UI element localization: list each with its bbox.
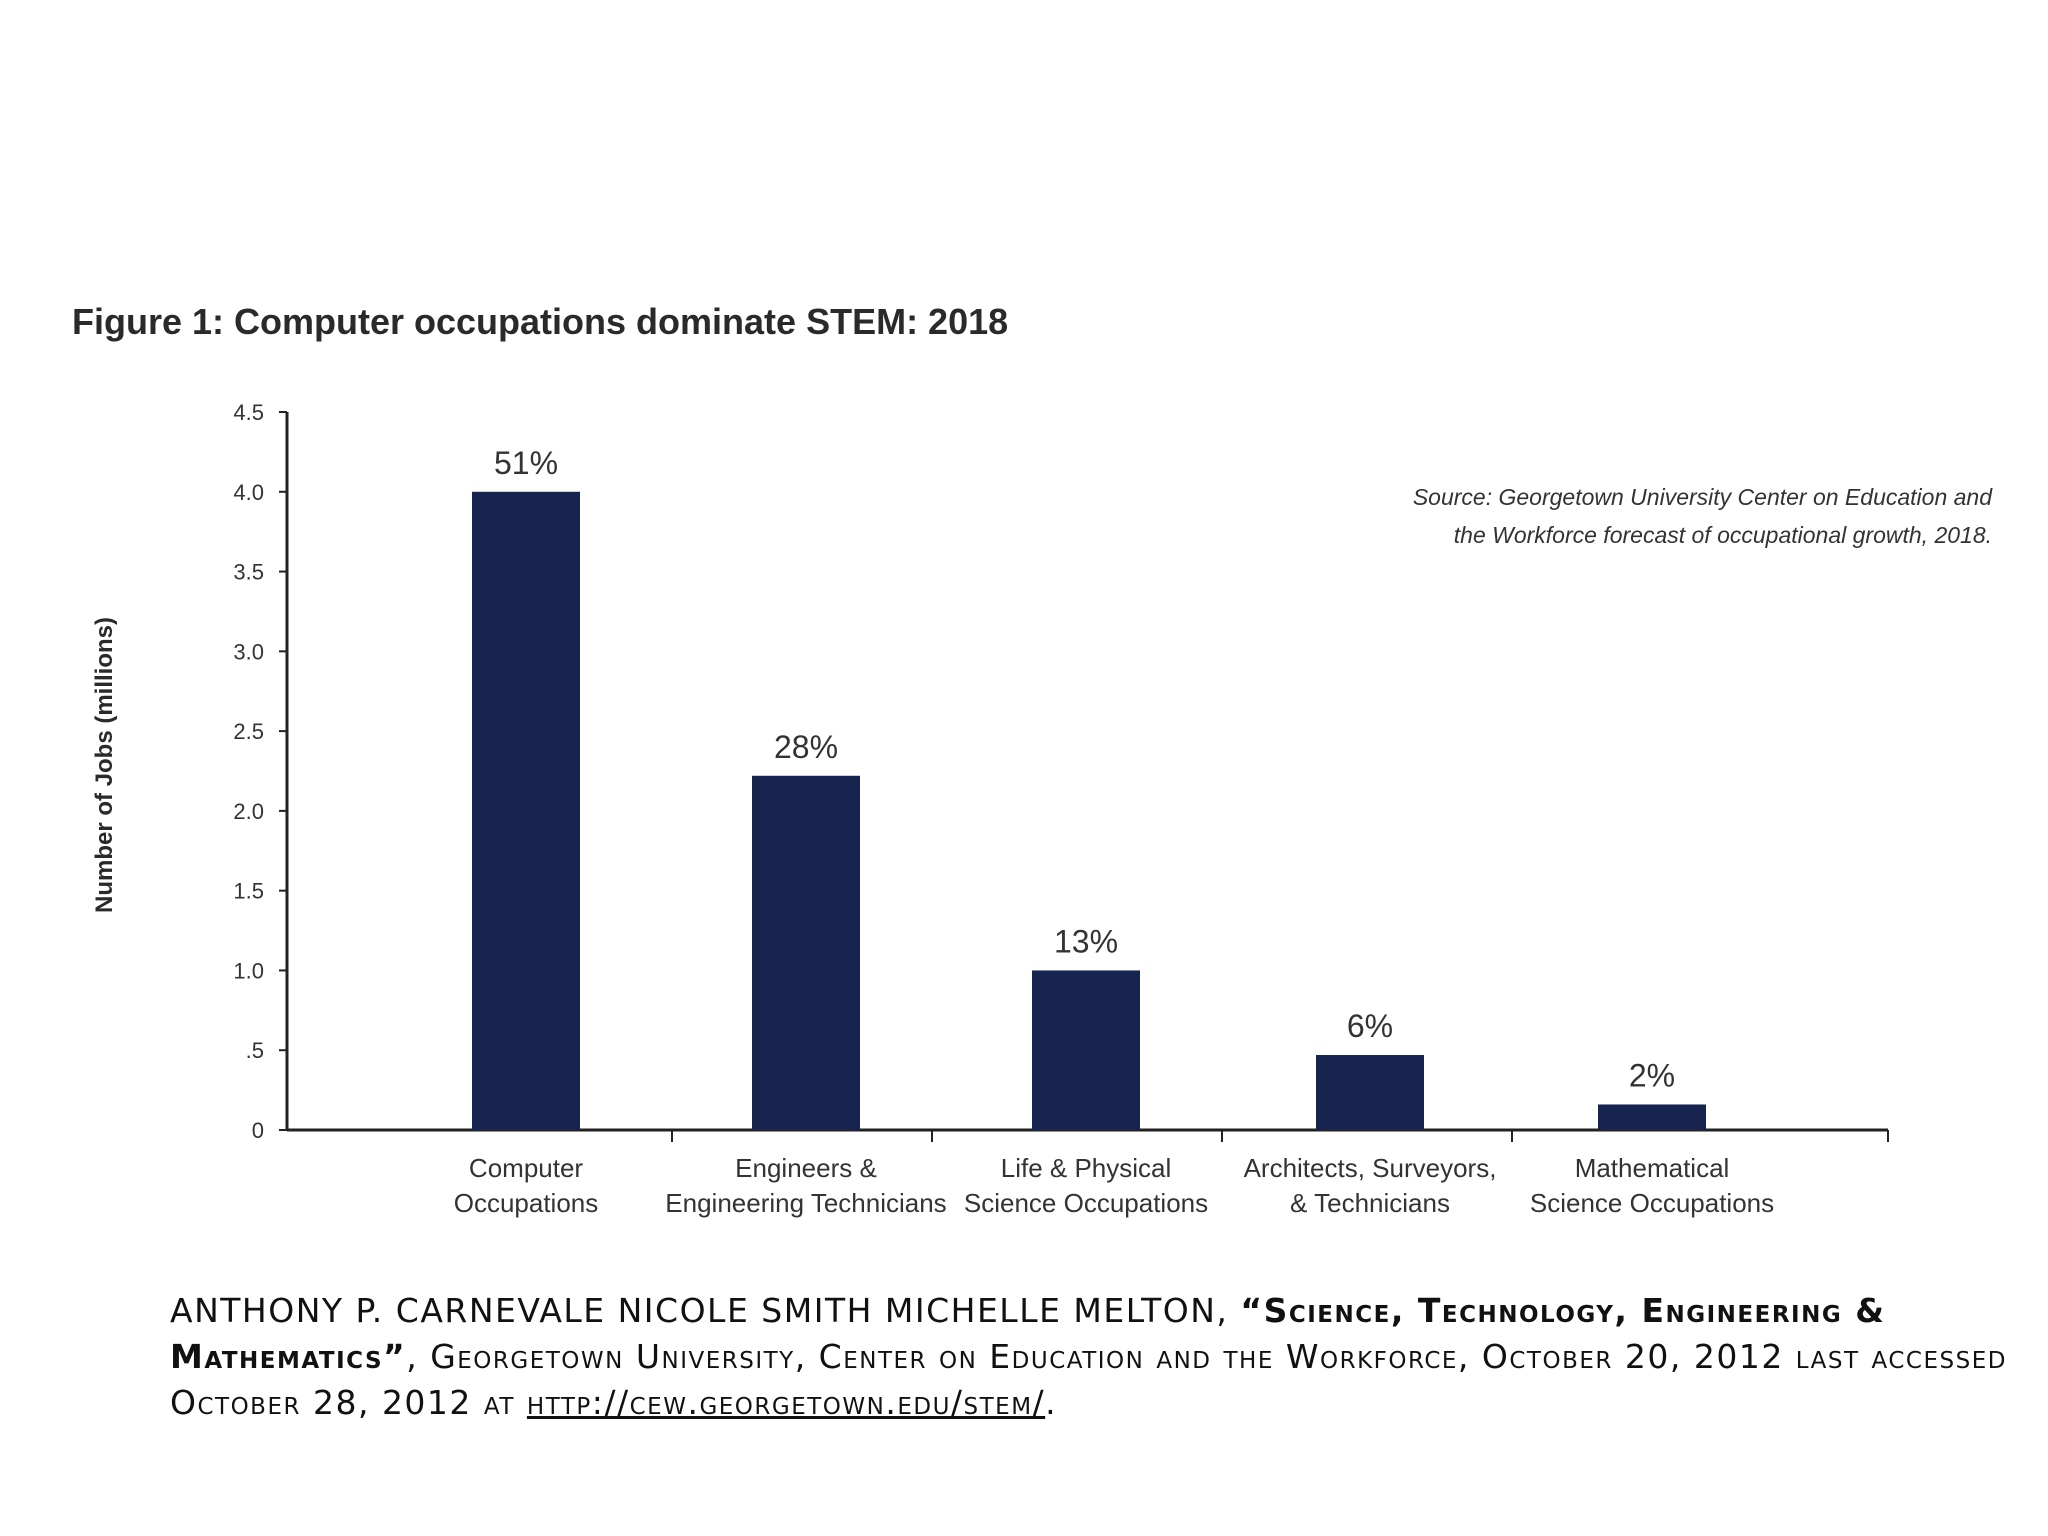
y-tick-label: 0	[252, 1118, 264, 1143]
y-tick-label: 2.0	[233, 799, 264, 824]
citation-authors: Anthony P. Carnevale Nicole Smith Michel…	[170, 1291, 1241, 1330]
x-tick-label: Science Occupations	[964, 1188, 1208, 1218]
x-tick-label: & Technicians	[1290, 1188, 1450, 1218]
bars	[472, 491, 1706, 1130]
y-axis-label: Number of Jobs (millions)	[91, 617, 118, 913]
source-annotation: Source: Georgetown University Center on …	[1413, 484, 1993, 548]
source-annotation-line: the Workforce forecast of occupational g…	[1454, 522, 1992, 548]
bar	[1032, 970, 1140, 1130]
bar	[1598, 1104, 1706, 1130]
x-tick-label: Engineers &	[735, 1153, 877, 1183]
citation-url[interactable]: http://cew.georgetown.edu/stem/	[526, 1383, 1046, 1422]
bar-data-label: 6%	[1347, 1008, 1393, 1044]
bar-data-label: 2%	[1629, 1057, 1675, 1093]
y-tick-label: 4.0	[233, 480, 264, 505]
bar-data-label: 51%	[494, 445, 558, 481]
x-tick-label: Computer	[469, 1153, 583, 1183]
citation-details: , Georgetown University, Center on Educa…	[170, 1337, 2007, 1422]
y-tick-label: 2.5	[233, 719, 264, 744]
citation-title: “Science, Technology, Engineering & Math…	[170, 1291, 1886, 1376]
x-tick-label: Engineering Technicians	[665, 1188, 946, 1218]
y-tick-label: 3.5	[233, 560, 264, 585]
citation-end: .	[1045, 1383, 1058, 1422]
x-tick-label: Science Occupations	[1530, 1188, 1774, 1218]
x-tick-label: Mathematical	[1575, 1153, 1730, 1183]
bar-data-label: 28%	[774, 729, 838, 765]
bar-data-label: 13%	[1054, 923, 1118, 959]
y-tick-label: 3.0	[233, 639, 264, 664]
x-tick-label: Occupations	[454, 1188, 599, 1218]
y-tick-label: 1.5	[233, 879, 264, 904]
y-tick-label: 4.5	[233, 400, 264, 425]
bar	[472, 491, 580, 1130]
labels: 51% Computer Occupations 28% Engineers & Engi…	[454, 445, 1774, 1218]
y-tick-label: .5	[246, 1038, 264, 1063]
bar	[1316, 1055, 1424, 1130]
x-tick-label: Life & Physical	[1001, 1153, 1172, 1183]
chart-title: Figure 1: Computer occupations dominate …	[72, 301, 1008, 342]
source-annotation-line: Source: Georgetown University Center on …	[1413, 484, 1993, 510]
bar	[752, 775, 860, 1130]
citation: Anthony P. Carnevale Nicole Smith Michel…	[170, 1288, 2020, 1426]
y-tick-label: 1.0	[233, 958, 264, 983]
x-tick-label: Architects, Surveyors,	[1244, 1153, 1497, 1183]
